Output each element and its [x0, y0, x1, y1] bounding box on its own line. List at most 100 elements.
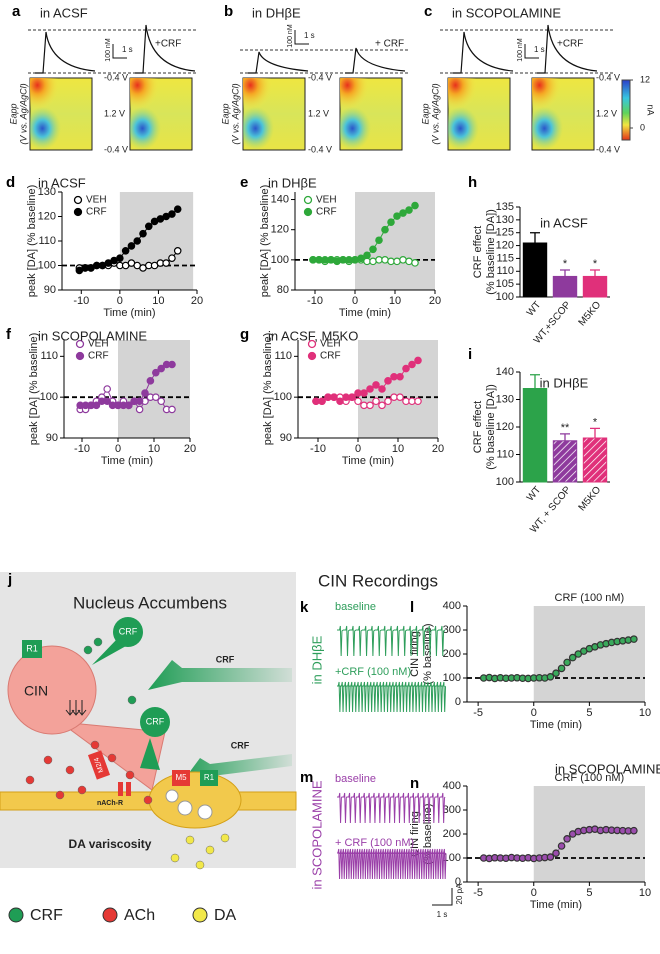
data-point [157, 364, 166, 373]
color-plot-cold [340, 78, 402, 150]
x-tick-label: 5 [586, 887, 592, 899]
molecule [25, 775, 35, 785]
x-tick-label: WT [525, 485, 543, 504]
x-tick-label: 10 [639, 707, 651, 719]
axon-label: CRF [216, 654, 235, 664]
y-axis-label: CIN firing [409, 811, 421, 857]
legend-marker [73, 195, 83, 205]
treatment-label: +CRF [155, 39, 181, 50]
data-point [372, 381, 380, 389]
data-point [630, 635, 638, 643]
panel-letter: e [240, 174, 248, 191]
panel-letter: d [6, 174, 15, 191]
data-point [139, 229, 147, 238]
trace-label: baseline [335, 773, 376, 785]
legend-label: VEH [320, 339, 341, 350]
receptor [118, 782, 123, 796]
potential-label: -0.4 V [104, 144, 128, 154]
panel-letter: b [224, 3, 233, 20]
molecule [170, 853, 180, 863]
legend-label: VEH [316, 195, 337, 206]
data-point [133, 237, 142, 245]
potential-label: -0.4 V [596, 144, 620, 154]
da-trace [537, 24, 598, 74]
data-point [366, 401, 374, 410]
legend-label: CRF [86, 207, 107, 218]
panel-letter: n [410, 775, 419, 792]
panel-title: in ACSF [540, 215, 588, 230]
terminal-label: CRF [119, 626, 138, 636]
colorbar-tick-label: 0 [640, 122, 645, 132]
scale-label: 100 nM [105, 38, 112, 62]
error-bar [530, 232, 540, 243]
data-point [318, 397, 326, 406]
scale-bar [112, 44, 127, 59]
y-tick-label: 110 [496, 265, 514, 277]
y-tick-label: 100 [443, 852, 461, 864]
data-point [405, 257, 413, 266]
data-point [387, 218, 395, 226]
x-tick-label: 5 [586, 707, 592, 719]
y-tick-label: 110 [274, 350, 292, 362]
trace-label: + CRF (100 nM) [335, 837, 414, 849]
trace-label: +CRF (100 nM) [335, 666, 411, 678]
data-point [546, 672, 555, 681]
molecule [55, 790, 65, 800]
condition-label: in DHβE [309, 635, 324, 684]
y-tick-label: 110 [40, 350, 58, 362]
y-tick-label: 125 [496, 227, 514, 239]
data-point [384, 377, 392, 385]
axis-label: Eapp [8, 103, 18, 124]
shaded-period [119, 192, 194, 290]
molecule [205, 845, 215, 855]
panel-letter: l [410, 599, 414, 616]
x-tick-label: 20 [429, 295, 441, 307]
data-point [92, 401, 101, 410]
molecule [90, 740, 100, 750]
potential-label: 1.2 V [596, 108, 617, 118]
x-tick-label: 0 [531, 887, 537, 899]
signal-arrows [65, 700, 87, 716]
scale-bar [294, 30, 309, 45]
data-point [357, 254, 365, 263]
crf-terminal [140, 707, 170, 737]
data-point [369, 245, 377, 254]
legend-marker [75, 351, 85, 361]
panel-letter: k [300, 599, 309, 616]
data-point [333, 257, 341, 266]
data-point [144, 222, 153, 231]
x-tick-label: -5 [473, 887, 483, 899]
y-tick-label: 100 [496, 476, 514, 488]
y-tick-label: 120 [496, 421, 514, 433]
panel-title: in SCOPOLAMINE [555, 761, 660, 776]
bar [552, 275, 578, 298]
crf-terminal-stem [140, 738, 160, 770]
receptor [172, 770, 190, 786]
data-point [546, 853, 555, 861]
x-tick-label: 10 [152, 295, 164, 307]
x-tick-label: 10 [389, 295, 401, 307]
crf-terminal [113, 617, 143, 647]
legend-marker [75, 339, 85, 349]
data-point [363, 251, 371, 260]
x-tick-label: 0 [117, 295, 123, 307]
bar [582, 437, 608, 483]
shade-label: CRF (100 nM) [555, 772, 625, 784]
y-tick-label: 90 [44, 284, 56, 296]
data-point [168, 405, 176, 414]
legend-marker [8, 907, 24, 923]
potential-label: -0.4 V [308, 72, 332, 82]
crf-terminal-stem [92, 638, 126, 665]
legend-marker [102, 907, 118, 923]
x-axis-label: Time (min) [530, 719, 582, 731]
legend-label: CRF [88, 351, 109, 362]
data-point [402, 364, 410, 373]
colorbar-label: nA [646, 104, 656, 115]
crf-axon [180, 754, 292, 785]
data-point [396, 372, 404, 381]
trace-label: baseline [335, 601, 376, 613]
data-point [173, 205, 182, 213]
x-tick-label: 10 [148, 443, 160, 455]
data-point [552, 849, 560, 858]
